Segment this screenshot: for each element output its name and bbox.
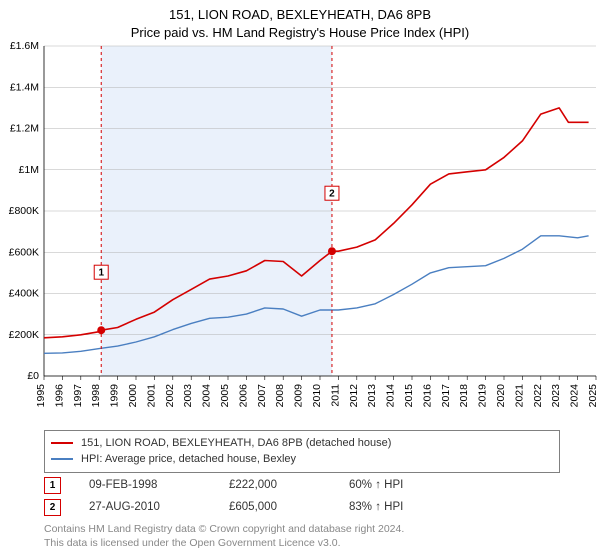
svg-text:£600K: £600K <box>9 246 39 258</box>
sale-pct: 60% ↑ HPI <box>349 479 469 491</box>
svg-text:1999: 1999 <box>109 384 121 408</box>
sale-pct: 83% ↑ HPI <box>349 501 469 513</box>
svg-text:2025: 2025 <box>587 384 599 408</box>
svg-text:2002: 2002 <box>164 384 176 408</box>
svg-text:£1.4M: £1.4M <box>10 81 39 93</box>
legend-row: 151, LION ROAD, BEXLEYHEATH, DA6 8PB (de… <box>51 435 553 451</box>
svg-text:2023: 2023 <box>550 384 562 408</box>
sales-table: 1 09-FEB-1998£222,00060% ↑ HPI 2 27-AUG-201… <box>44 474 469 518</box>
sale-price: £222,000 <box>229 479 349 491</box>
title-sub: Price paid vs. HM Land Registry's House … <box>0 24 600 42</box>
svg-text:2021: 2021 <box>513 384 525 408</box>
svg-text:£1.2M: £1.2M <box>10 123 39 135</box>
sale-marker: 1 <box>44 477 61 494</box>
svg-text:1998: 1998 <box>90 384 102 408</box>
legend: 151, LION ROAD, BEXLEYHEATH, DA6 8PB (de… <box>44 430 560 473</box>
svg-text:2003: 2003 <box>182 384 194 408</box>
svg-text:1996: 1996 <box>53 384 65 408</box>
svg-text:£800K: £800K <box>9 205 39 217</box>
svg-text:2013: 2013 <box>366 384 378 408</box>
svg-text:2011: 2011 <box>329 384 341 407</box>
svg-text:£0: £0 <box>27 370 39 382</box>
svg-text:2022: 2022 <box>532 384 544 408</box>
svg-text:2015: 2015 <box>403 384 415 408</box>
legend-row: HPI: Average price, detached house, Bexl… <box>51 451 553 467</box>
svg-text:2000: 2000 <box>127 384 139 408</box>
sale-date: 09-FEB-1998 <box>89 479 229 491</box>
footer: Contains HM Land Registry data © Crown c… <box>44 522 404 550</box>
svg-text:£1M: £1M <box>19 164 39 176</box>
svg-text:2019: 2019 <box>477 384 489 408</box>
legend-label: HPI: Average price, detached house, Bexl… <box>81 453 296 465</box>
sale-row: 2 27-AUG-2010£605,00083% ↑ HPI <box>44 496 469 518</box>
sale-marker: 2 <box>44 499 61 516</box>
svg-text:2012: 2012 <box>348 384 360 408</box>
svg-text:2020: 2020 <box>495 384 507 408</box>
chart-titles: 151, LION ROAD, BEXLEYHEATH, DA6 8PB Pri… <box>0 0 600 41</box>
legend-swatch <box>51 458 73 460</box>
svg-text:2008: 2008 <box>274 384 286 408</box>
svg-text:2014: 2014 <box>385 384 397 408</box>
svg-text:1: 1 <box>98 268 104 279</box>
svg-text:£400K: £400K <box>9 288 39 300</box>
svg-text:2007: 2007 <box>256 384 268 408</box>
svg-text:2010: 2010 <box>311 384 323 408</box>
svg-text:2016: 2016 <box>421 384 433 408</box>
svg-text:£1.6M: £1.6M <box>10 42 39 52</box>
svg-text:2005: 2005 <box>219 384 231 408</box>
svg-text:2001: 2001 <box>145 384 157 408</box>
sale-row: 1 09-FEB-1998£222,00060% ↑ HPI <box>44 474 469 496</box>
legend-label: 151, LION ROAD, BEXLEYHEATH, DA6 8PB (de… <box>81 437 391 449</box>
legend-swatch <box>51 442 73 444</box>
svg-text:2009: 2009 <box>293 384 305 408</box>
svg-text:2017: 2017 <box>440 384 452 408</box>
footer-line-1: Contains HM Land Registry data © Crown c… <box>44 522 404 536</box>
svg-text:2006: 2006 <box>237 384 249 408</box>
chart-area: £0 £200K £400K £600K £800K £1M £1.2M £1.4M £1.6M… <box>0 42 600 422</box>
footer-line-2: This data is licensed under the Open Gov… <box>44 536 404 550</box>
svg-text:2: 2 <box>329 189 335 200</box>
svg-text:2024: 2024 <box>569 384 581 408</box>
title-main: 151, LION ROAD, BEXLEYHEATH, DA6 8PB <box>0 6 600 24</box>
svg-text:1997: 1997 <box>72 384 84 408</box>
svg-text:£200K: £200K <box>9 329 39 341</box>
chart-svg: £0 £200K £400K £600K £800K £1M £1.2M £1.4M £1.6M… <box>0 42 600 422</box>
sale-date: 27-AUG-2010 <box>89 501 229 513</box>
svg-text:2018: 2018 <box>458 384 470 408</box>
svg-text:1995: 1995 <box>35 384 47 408</box>
svg-text:2004: 2004 <box>201 384 213 408</box>
sale-price: £605,000 <box>229 501 349 513</box>
